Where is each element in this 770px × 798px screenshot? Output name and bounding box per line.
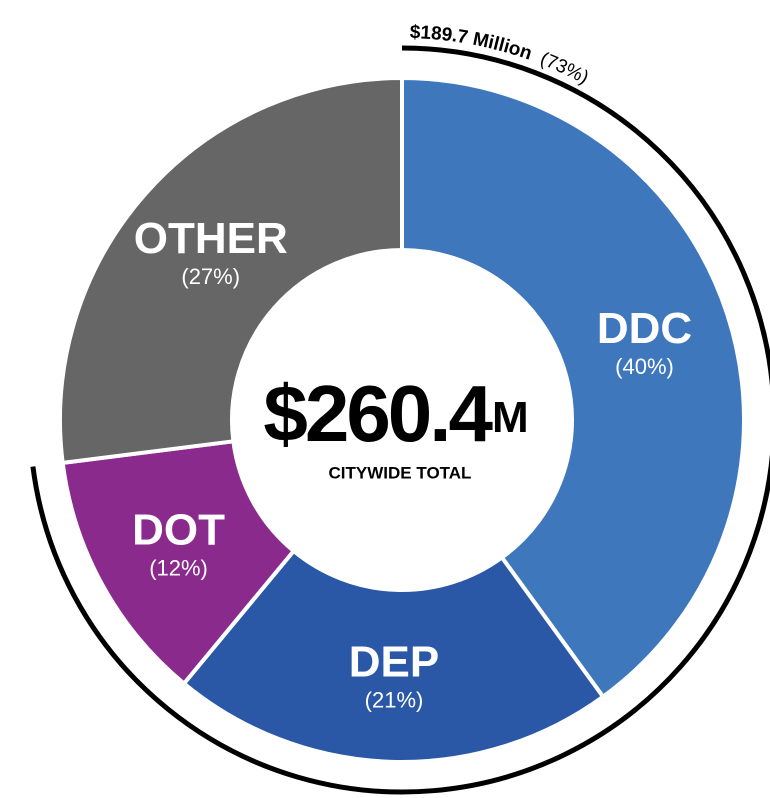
slice-value-label: (27%)	[181, 264, 240, 289]
center-total: $260.4M	[263, 369, 528, 458]
donut-slice	[60, 439, 297, 687]
donut-slice	[181, 548, 606, 764]
bracket-amount: $189.7 Million	[410, 22, 535, 65]
slice-value-label: (21%)	[365, 688, 424, 713]
slice-label: OTHER	[134, 214, 288, 263]
slice-label: DOT	[132, 505, 225, 554]
slice-value-label: (40%)	[615, 354, 674, 379]
center-label: CITYWIDE TOTAL	[329, 463, 472, 482]
center-unit: M	[492, 393, 529, 442]
slice-value-label: (12%)	[149, 556, 208, 581]
center-value: $260.4	[263, 369, 493, 458]
slice-label: DDC	[597, 304, 692, 353]
bracket-arc	[30, 45, 770, 795]
slice-label: DEP	[349, 637, 439, 686]
donut-slice	[58, 75, 404, 466]
donut-slice	[400, 75, 747, 700]
